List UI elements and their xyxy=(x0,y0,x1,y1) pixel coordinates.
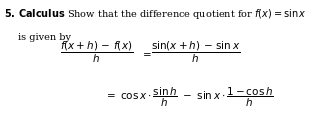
Text: Show that the difference quotient for $f(x) = \sin x$: Show that the difference quotient for $f… xyxy=(67,7,306,21)
Text: $\mathbf{Calculus}$: $\mathbf{Calculus}$ xyxy=(18,7,65,19)
Text: $=\ \cos x \cdot \dfrac{\sin h}{h}\ -\ \sin x \cdot \dfrac{1 - \cos h}{h}$: $=\ \cos x \cdot \dfrac{\sin h}{h}\ -\ \… xyxy=(104,86,274,109)
Text: $=$: $=$ xyxy=(140,48,151,58)
Text: is given by: is given by xyxy=(18,33,71,42)
Text: $\dfrac{f(x + h)\,-\,f(x)}{h}$: $\dfrac{f(x + h)\,-\,f(x)}{h}$ xyxy=(60,40,133,65)
Text: $\dfrac{\sin(x + h)\,-\,\sin x}{h}$: $\dfrac{\sin(x + h)\,-\,\sin x}{h}$ xyxy=(151,40,240,65)
Text: $\mathbf{5.}$: $\mathbf{5.}$ xyxy=(4,7,16,19)
